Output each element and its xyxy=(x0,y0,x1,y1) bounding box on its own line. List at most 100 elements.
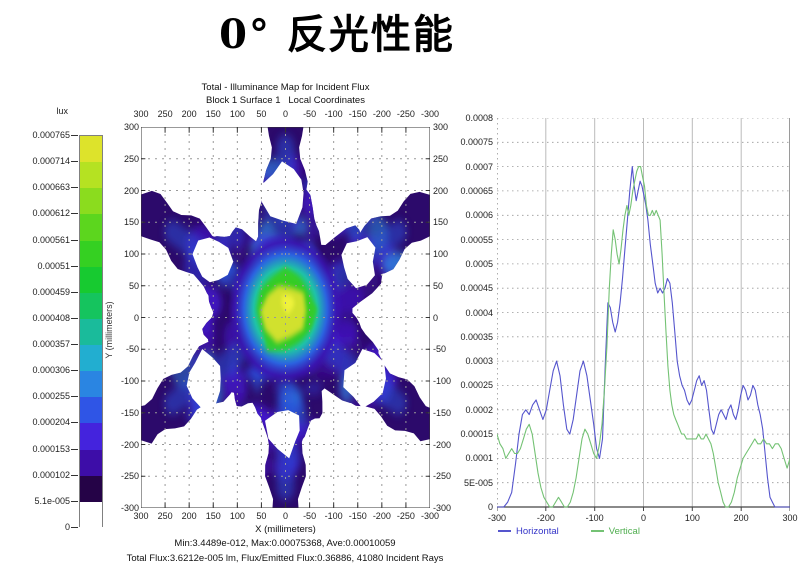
colorbar-tick-label: 0.000459 xyxy=(32,286,70,297)
colorbar-tick-label: 0.000204 xyxy=(32,417,70,428)
profile-y-tick-label: 0.0008 xyxy=(465,113,493,123)
colorbar-tick-label: 0.000612 xyxy=(32,208,70,219)
colorbar-segment xyxy=(80,449,102,476)
illuminance-heatmap xyxy=(141,127,430,508)
colorbar-segment xyxy=(80,397,102,424)
colorbar-tick xyxy=(71,265,78,267)
map-y-tick-label: -300 xyxy=(120,503,139,513)
profile-y-tick-label: 0.00035 xyxy=(460,331,493,342)
map-y-tick-label: -150 xyxy=(433,407,452,418)
colorbar-tick-label: 0.00051 xyxy=(37,260,70,271)
map-x-tick-label: -250 xyxy=(396,109,415,119)
map-x-axis-title: X (millimeters) xyxy=(255,524,316,535)
colorbar-tick-label: 0.000663 xyxy=(32,182,70,193)
colorbar-segment xyxy=(80,240,102,267)
colorbar-tick-label: 0 xyxy=(64,522,70,532)
profile-x-tick-label: 100 xyxy=(684,513,700,523)
map-x-tick-label: -250 xyxy=(396,511,415,521)
map-x-tick-label: -50 xyxy=(303,109,317,119)
colorbar-tick xyxy=(71,370,78,372)
colorbar-segment xyxy=(80,423,102,450)
colorbar xyxy=(79,135,103,528)
map-title-line1: Total - Illuminance Map for Incident Flu… xyxy=(201,82,370,93)
colorbar-tick xyxy=(71,135,78,136)
map-y-tick-label: -200 xyxy=(433,439,452,450)
profile-x-tick-label: -300 xyxy=(487,513,506,523)
colorbar-tick xyxy=(71,396,78,398)
map-x-tick-label: 250 xyxy=(157,109,173,119)
profile-y-tick-label: 0.0006 xyxy=(465,210,493,221)
colorbar-tick-label: 5.1e-005 xyxy=(34,495,70,506)
map-y-tick-label: 0 xyxy=(133,312,139,323)
map-x-tick-label: 100 xyxy=(229,109,245,119)
map-x-tick-label: -100 xyxy=(324,511,343,521)
colorbar-tick-label: 0.000357 xyxy=(32,339,70,350)
map-x-tick-label: 300 xyxy=(133,109,149,119)
colorbar-tick-label: 0.000765 xyxy=(32,130,70,140)
map-y-tick-label: -100 xyxy=(120,376,139,386)
colorbar-segment xyxy=(80,318,102,345)
map-y-tick-label: -250 xyxy=(433,471,452,482)
colorbar-tick xyxy=(71,527,78,528)
map-y-tick-label: 250 xyxy=(123,153,139,164)
map-x-tick-label: -300 xyxy=(420,109,439,119)
map-x-tick-label: 200 xyxy=(181,511,197,521)
map-x-tick-label: 0 xyxy=(282,511,288,521)
profile-y-tick-label: 0.0002 xyxy=(465,404,493,415)
colorbar-tick-label: 0.000306 xyxy=(32,365,70,376)
colorbar-segment xyxy=(80,162,102,189)
colorbar-segment xyxy=(80,214,102,241)
map-y-tick-label: 0 xyxy=(433,312,439,323)
map-x-tick-label: -200 xyxy=(372,511,391,521)
map-y-tick-label: 300 xyxy=(433,122,449,132)
colorbar-segment xyxy=(80,475,102,502)
map-x-tick-label: 300 xyxy=(133,511,149,521)
map-y-tick-label: -150 xyxy=(120,407,139,418)
colorbar-segment xyxy=(80,266,102,293)
profile-y-tick-label: 0.00045 xyxy=(460,283,493,294)
profile-y-tick-label: 0 xyxy=(487,502,493,512)
map-x-tick-label: -300 xyxy=(420,511,439,521)
colorbar-tick xyxy=(71,239,78,241)
colorbar-tick-label: 0.000102 xyxy=(32,469,70,480)
profile-y-tick-label: 0.00015 xyxy=(460,429,493,440)
profile-y-tick-label: 0.00065 xyxy=(460,185,493,196)
profile-x-tick-label: 300 xyxy=(782,513,798,523)
profile-y-tick-label: 5E-005 xyxy=(463,477,493,488)
profile-x-tick-label: 200 xyxy=(733,513,749,523)
map-y-tick-label: 250 xyxy=(433,153,449,164)
map-x-tick-label: -50 xyxy=(303,511,317,521)
colorbar-tick xyxy=(71,474,78,476)
profile-x-tick-label: -100 xyxy=(585,513,604,523)
map-x-tick-label: -100 xyxy=(324,109,343,119)
page-title: 0° 反光性能 xyxy=(219,11,455,58)
map-y-tick-label: -200 xyxy=(120,439,139,450)
map-y-tick-label: 150 xyxy=(433,217,449,228)
legend-vertical-label: Vertical xyxy=(608,526,640,537)
colorbar-segment xyxy=(80,501,102,528)
colorbar-tick xyxy=(71,422,78,424)
profile-y-tick-label: 0.0003 xyxy=(465,356,493,367)
profile-y-tick-label: 0.0004 xyxy=(465,307,493,318)
colorbar-segment xyxy=(80,136,102,163)
colorbar-tick xyxy=(71,448,78,450)
map-x-tick-label: 150 xyxy=(205,511,221,521)
map-x-tick-label: 150 xyxy=(205,109,221,119)
map-y-axis-title: Y (millimeters) xyxy=(104,301,114,359)
colorbar-tick xyxy=(71,161,78,163)
profile-y-tick-label: 0.00055 xyxy=(460,234,493,245)
map-x-tick-label: -150 xyxy=(348,109,367,119)
map-y-tick-label: 200 xyxy=(123,185,139,196)
colorbar-tick xyxy=(71,213,78,215)
map-x-tick-label: 50 xyxy=(256,109,267,119)
colorbar-segment xyxy=(80,292,102,319)
map-title-line2: Block 1 Surface 1 Local Coordinates xyxy=(206,95,365,106)
profile-line-chart xyxy=(497,118,790,511)
colorbar-tick-label: 0.000255 xyxy=(32,391,70,402)
map-y-tick-label: 50 xyxy=(128,280,139,291)
colorbar-unit-label: lux xyxy=(56,106,68,116)
map-y-tick-label: 200 xyxy=(433,185,449,196)
map-y-tick-label: -50 xyxy=(125,344,139,355)
profile-y-tick-label: 0.00075 xyxy=(460,137,493,148)
